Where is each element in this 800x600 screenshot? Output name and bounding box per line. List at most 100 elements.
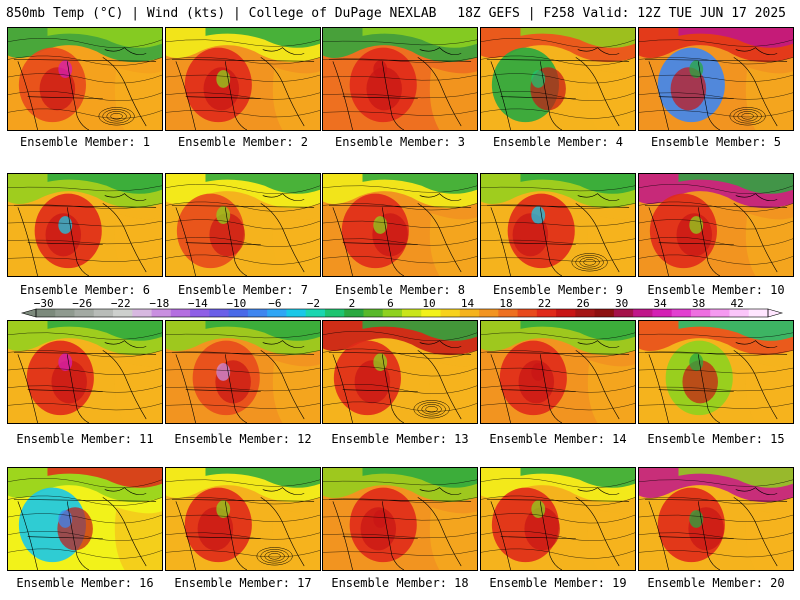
temperature-field-map — [323, 28, 477, 130]
colorbar-tick-label: −2 — [307, 297, 320, 310]
colorbar-swatch — [652, 309, 673, 317]
colorbar-tick-label: −6 — [268, 297, 281, 310]
ensemble-map-panel — [7, 467, 163, 571]
ensemble-map-panel — [322, 467, 478, 571]
ensemble-member-label: Ensemble Member: 14 — [489, 432, 627, 446]
ensemble-member-label: Ensemble Member: 15 — [647, 432, 785, 446]
ensemble-member-label: Ensemble Member: 1 — [19, 135, 151, 149]
temperature-field-map — [8, 321, 162, 423]
colorbar-swatch — [517, 309, 538, 317]
colorbar-swatch — [613, 309, 634, 317]
colorbar-swatch — [421, 309, 441, 317]
colorbar-min-arrow — [20, 308, 37, 318]
ensemble-map-panel — [322, 27, 478, 131]
colorbar-tick-label: −22 — [111, 297, 131, 310]
colorbar-swatch — [498, 309, 518, 317]
colorbar-tick-label: −10 — [226, 297, 246, 310]
ensemble-member-label: Ensemble Member: 19 — [489, 576, 627, 590]
ensemble-map-panel — [322, 173, 478, 277]
temperature-field-map — [166, 321, 320, 423]
ensemble-member-label: Ensemble Member: 18 — [331, 576, 469, 590]
ensemble-map-panel — [322, 320, 478, 424]
colorbar-max-arrow — [767, 308, 784, 318]
colorbar-swatch — [170, 309, 191, 317]
colorbar-swatch — [190, 309, 210, 317]
colorbar-swatch — [536, 309, 557, 317]
ensemble-member-label: Ensemble Member: 3 — [334, 135, 466, 149]
ensemble-member-label: Ensemble Member: 2 — [177, 135, 309, 149]
colorbar-swatch — [344, 309, 364, 317]
colorbar-tick-label: 34 — [654, 297, 668, 310]
ensemble-map-panel — [480, 320, 636, 424]
colorbar-swatch — [305, 309, 326, 317]
ensemble-member-label: Ensemble Member: 20 — [647, 576, 785, 590]
temperature-field-map — [166, 468, 320, 570]
ensemble-map-panel — [7, 27, 163, 131]
ensemble-member-label: Ensemble Member: 16 — [16, 576, 154, 590]
colorbar-tick-label: 14 — [461, 297, 475, 310]
colorbar-swatch — [575, 309, 596, 317]
ensemble-map-panel — [165, 27, 321, 131]
colorbar-tick-label: 6 — [387, 297, 394, 310]
colorbar-swatch — [459, 309, 480, 317]
ensemble-member-label: Ensemble Member: 17 — [174, 576, 312, 590]
colorbar-swatch — [556, 309, 576, 317]
ensemble-map-panel — [638, 467, 794, 571]
colorbar-tick-label: 38 — [692, 297, 705, 310]
ensemble-member-label: Ensemble Member: 7 — [177, 283, 309, 297]
colorbar-swatch — [267, 309, 287, 317]
colorbar-swatch — [55, 309, 75, 317]
ensemble-member-label: Ensemble Member: 4 — [492, 135, 624, 149]
colorbar-swatch — [228, 309, 249, 317]
colorbar-swatch — [324, 309, 345, 317]
ensemble-member-label: Ensemble Member: 5 — [650, 135, 782, 149]
temperature-field-map — [639, 28, 793, 130]
colorbar-swatch — [440, 309, 461, 317]
temperature-field-map — [166, 28, 320, 130]
ensemble-map-panel — [165, 467, 321, 571]
colorbar-tick-label: −14 — [188, 297, 208, 310]
ensemble-member-label: Ensemble Member: 6 — [19, 283, 151, 297]
colorbar-swatch — [710, 309, 730, 317]
run-valid-time: 18Z GEFS | F258 Valid: 12Z TUE JUN 17 20… — [457, 6, 786, 21]
colorbar-swatch — [671, 309, 692, 317]
chart-title: 850mb Temp (°C) | Wind (kts) | College o… — [6, 6, 437, 21]
colorbar-swatch — [132, 309, 152, 317]
colorbar-swatch — [247, 309, 268, 317]
ensemble-map-panel — [480, 27, 636, 131]
colorbar-swatch — [286, 309, 307, 317]
colorbar-tick-label: 42 — [731, 297, 744, 310]
ensemble-map-panel — [638, 173, 794, 277]
colorbar: −30 −26 −22 −18 −14 −10 −6 −2 2 6 10 14 18 22 26 30 34 38… — [6, 297, 794, 319]
temperature-field-map — [481, 28, 635, 130]
temperature-field-map — [481, 468, 635, 570]
ensemble-member-label: Ensemble Member: 9 — [492, 283, 624, 297]
colorbar-swatch — [690, 309, 711, 317]
temperature-field-map — [323, 174, 477, 276]
colorbar-tick-label: 26 — [576, 297, 589, 310]
ensemble-map-panel — [638, 320, 794, 424]
colorbar-swatch — [74, 309, 95, 317]
colorbar-swatch — [479, 309, 499, 317]
colorbar-tick-label: 22 — [538, 297, 551, 310]
ensemble-member-label: Ensemble Member: 11 — [16, 432, 154, 446]
temperature-field-map — [481, 174, 635, 276]
temperature-field-map — [639, 321, 793, 423]
colorbar-swatch — [209, 309, 230, 317]
temperature-field-map — [166, 174, 320, 276]
colorbar-swatch — [729, 309, 750, 317]
colorbar-tick-label: −26 — [72, 297, 92, 310]
temperature-field-map — [8, 174, 162, 276]
colorbar-tick-label: 18 — [499, 297, 512, 310]
ensemble-map-panel — [165, 320, 321, 424]
ensemble-map-panel — [638, 27, 794, 131]
colorbar-swatch — [748, 309, 769, 317]
temperature-field-map — [8, 28, 162, 130]
temperature-field-map — [639, 468, 793, 570]
colorbar-tick-label: 2 — [349, 297, 356, 310]
temperature-field-map — [481, 321, 635, 423]
ensemble-map-panel — [7, 173, 163, 277]
ensemble-map-panel — [480, 173, 636, 277]
colorbar-swatch — [36, 309, 56, 317]
ensemble-member-label: Ensemble Member: 10 — [647, 283, 785, 297]
